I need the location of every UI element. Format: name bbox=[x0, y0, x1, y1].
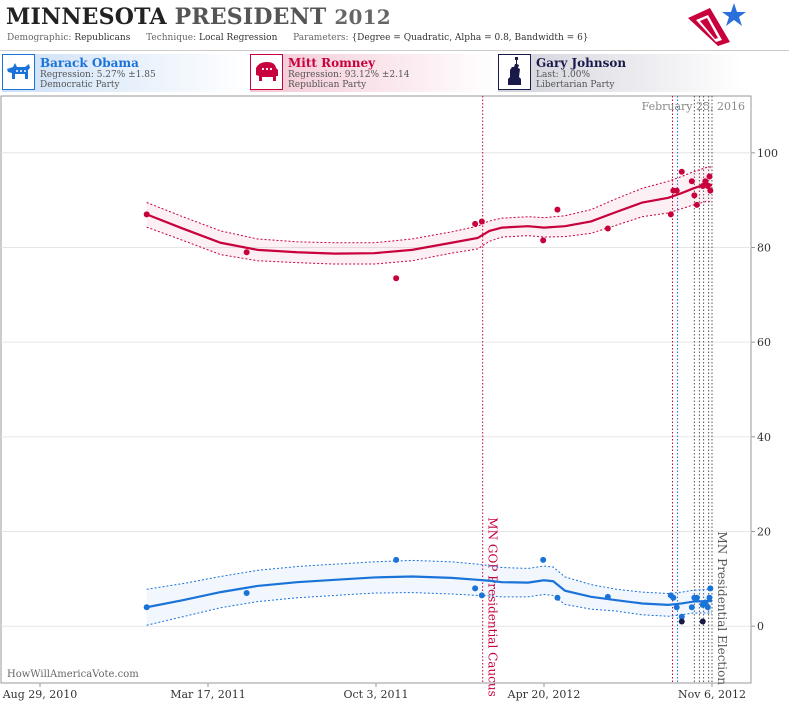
candidate-party: Libertarian Party bbox=[536, 80, 615, 90]
poll-point bbox=[243, 249, 250, 256]
poll-point bbox=[688, 604, 695, 611]
poll-point bbox=[478, 218, 485, 225]
poll-point bbox=[691, 192, 698, 199]
poll-point bbox=[693, 201, 700, 208]
poll-point bbox=[143, 211, 150, 218]
elephant-icon bbox=[250, 54, 283, 90]
date-stamp: February 25, 2016 bbox=[642, 100, 745, 113]
event-label: MN GOP Presidential Caucus bbox=[486, 517, 500, 696]
y-tick-label: 40 bbox=[757, 431, 771, 444]
x-tick-label: Oct 3, 2011 bbox=[343, 688, 408, 701]
parameters-line: Demographic: Republicans Technique: Loca… bbox=[7, 33, 589, 43]
x-tick-label: Nov 6, 2012 bbox=[678, 688, 746, 701]
confidence-band bbox=[146, 167, 712, 265]
poll-point bbox=[699, 618, 706, 625]
candidate-name: Gary Johnson bbox=[536, 56, 627, 70]
parameters-label: Parameters: bbox=[293, 33, 349, 43]
demographic-label: Demographic: bbox=[7, 33, 72, 43]
technique-value: Local Regression bbox=[199, 33, 278, 43]
candidate-stat: Regression: 5.27% ±1.85 bbox=[40, 70, 156, 80]
poll-point bbox=[693, 594, 700, 601]
trend-line bbox=[146, 575, 712, 609]
y-tick-label: 100 bbox=[757, 147, 778, 160]
poll-point bbox=[540, 556, 547, 563]
poll-point bbox=[554, 594, 561, 601]
y-tick-label: 20 bbox=[757, 526, 771, 539]
title-office: PRESIDENT bbox=[174, 4, 327, 30]
poll-point bbox=[678, 168, 685, 175]
candidate-card-romney: Mitt Romney Regression: 93.12% ±2.14 Rep… bbox=[250, 54, 495, 92]
y-tick-label: 80 bbox=[757, 241, 771, 254]
poll-point bbox=[393, 556, 400, 563]
technique-label: Technique: bbox=[146, 33, 197, 43]
poll-point bbox=[673, 604, 680, 611]
poll-point bbox=[243, 590, 250, 597]
poll-point bbox=[702, 178, 709, 185]
candidate-party: Democratic Party bbox=[40, 80, 120, 90]
poll-point bbox=[707, 187, 714, 194]
parameters-value: {Degree = Quadratic, Alpha = 0.8, Bandwi… bbox=[351, 33, 589, 43]
x-tick-label: Apr 20, 2012 bbox=[507, 688, 581, 701]
x-tick-label: Aug 29, 2010 bbox=[2, 688, 78, 701]
title-state: MINNESOTA bbox=[6, 4, 167, 30]
candidate-stat: Regression: 93.12% ±2.14 bbox=[288, 70, 410, 80]
poll-point bbox=[699, 182, 706, 189]
event-label: MN Presidential Election bbox=[715, 532, 729, 686]
poll-point bbox=[604, 593, 611, 600]
poll-point bbox=[540, 237, 547, 244]
candidate-name: Barack Obama bbox=[40, 56, 139, 70]
star-flag-logo-icon bbox=[688, 3, 746, 46]
poll-point bbox=[554, 206, 561, 213]
candidate-party: Republican Party bbox=[288, 80, 367, 90]
poll-point bbox=[678, 618, 685, 625]
candidate-card-johnson: Gary Johnson Last: 1.00% Libertarian Par… bbox=[498, 54, 743, 92]
poll-point bbox=[707, 585, 714, 592]
poll-point bbox=[678, 613, 685, 620]
candidate-card-obama: Barack Obama Regression: 5.27% ±1.85 Dem… bbox=[2, 54, 247, 92]
statue-of-liberty-icon bbox=[498, 54, 531, 90]
poll-point bbox=[702, 599, 709, 606]
y-tick-label: 0 bbox=[757, 620, 764, 633]
poll-point bbox=[604, 225, 611, 232]
y-tick-label: 60 bbox=[757, 336, 771, 349]
upper-bound-line bbox=[146, 559, 712, 595]
poll-point bbox=[670, 594, 677, 601]
poll-point bbox=[472, 585, 479, 592]
header-divider bbox=[0, 50, 789, 51]
poll-point bbox=[704, 182, 711, 189]
poll-point bbox=[706, 173, 713, 180]
poll-point bbox=[704, 604, 711, 611]
upper-bound-line bbox=[146, 166, 712, 244]
poll-point bbox=[143, 604, 150, 611]
donkey-icon bbox=[2, 54, 35, 90]
poll-point bbox=[706, 594, 713, 601]
lower-bound-line bbox=[146, 200, 713, 265]
candidate-stat: Last: 1.00% bbox=[536, 70, 591, 80]
poll-point bbox=[688, 178, 695, 185]
poll-point bbox=[393, 275, 400, 282]
page-title: MINNESOTA PRESIDENT 2012 bbox=[6, 4, 391, 30]
poll-point bbox=[667, 211, 674, 218]
watermark-text: HowWillAmericaVote.com bbox=[7, 669, 139, 680]
poll-point bbox=[673, 187, 680, 194]
header: MINNESOTA PRESIDENT 2012 Demographic: Re… bbox=[0, 0, 789, 52]
trend-line bbox=[146, 182, 713, 255]
poll-point bbox=[472, 220, 479, 227]
title-year: 2012 bbox=[334, 5, 391, 29]
candidate-name: Mitt Romney bbox=[288, 56, 376, 70]
poll-point bbox=[478, 592, 485, 599]
x-tick-label: Mar 17, 2011 bbox=[170, 688, 246, 701]
demographic-value: Republicans bbox=[74, 33, 131, 43]
